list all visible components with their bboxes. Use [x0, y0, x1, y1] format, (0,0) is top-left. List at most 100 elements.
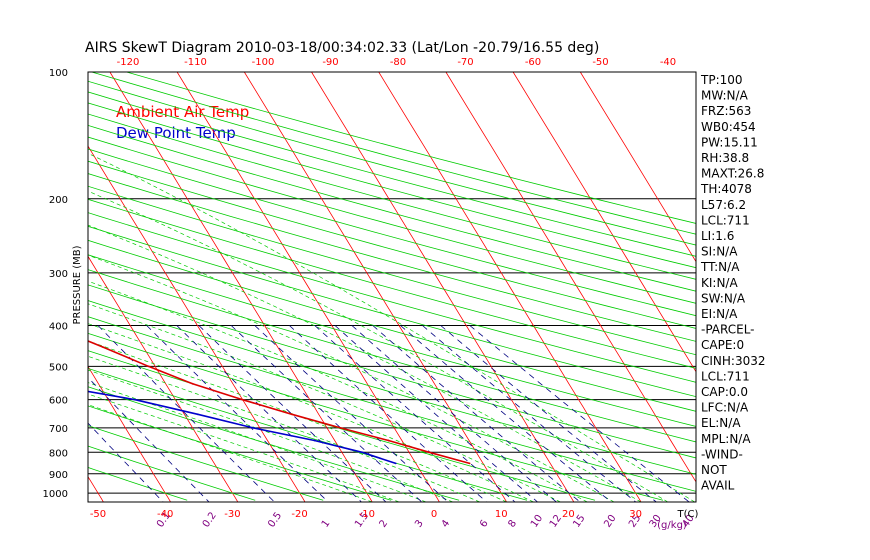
- dry-adiabat-160: [88, 148, 696, 317]
- mixing-ratio-label-2: 0.5: [266, 510, 284, 529]
- stat-23: MPL:N/A: [701, 432, 751, 446]
- dry-adiabat-120: [88, 198, 696, 369]
- isotherm-60: [579, 72, 696, 263]
- mixing-ratio-line-16: [469, 325, 690, 502]
- top-temp-tick--80: -80: [390, 57, 406, 68]
- series-0-point-9: [147, 365, 150, 368]
- moist-adiabat-26: [88, 254, 615, 502]
- mixing-ratio-line-13: [400, 325, 612, 502]
- stat-9: LCL:711: [701, 213, 750, 227]
- dry-adiabat-190: [88, 113, 696, 280]
- mixing-ratio-line-9: [314, 325, 516, 502]
- stat-1: MW:N/A: [701, 89, 749, 103]
- isotherm--30: [88, 255, 239, 502]
- stat-7: TH:4078: [700, 182, 752, 196]
- series-0-point-15: [428, 451, 431, 454]
- dry-adiabat-150: [88, 160, 696, 329]
- mixing-ratio-label-6: 3: [413, 518, 426, 530]
- stat-12: TT:N/A: [700, 260, 740, 274]
- moist-adiabat-10: [88, 340, 507, 502]
- mixing-ratio-line-4: [176, 325, 362, 502]
- temp-unit-label: T(C): [677, 509, 699, 520]
- bottom-temp-tick-10: 10: [495, 509, 508, 520]
- bottom-temp-tick--10: -10: [359, 509, 375, 520]
- pressure-tick-700: 700: [49, 424, 68, 435]
- isotherm--60: [0, 72, 36, 502]
- series-1-point-14: [361, 451, 363, 454]
- dry-adiabat-30: [88, 332, 664, 501]
- isotherm-40: [445, 72, 696, 483]
- mixing-ratio-line-8: [289, 325, 487, 502]
- stat-13: KI:N/A: [701, 276, 738, 290]
- series-1-point-10: [134, 398, 137, 401]
- pressure-tick-500: 500: [49, 362, 68, 373]
- stat-8: L57:6.2: [701, 198, 746, 212]
- dry-adiabat-200: [88, 102, 696, 269]
- series-1-point-9: [44, 383, 46, 385]
- dry-adiabat-220: [88, 80, 696, 246]
- series-1-point-11: [196, 413, 199, 416]
- top-temp-tick--100: -100: [252, 57, 275, 68]
- stat-11: SI:N/A: [701, 245, 738, 259]
- mixing-ratio-label-7: 4: [440, 518, 453, 530]
- mixing-ratio-line-11: [351, 325, 557, 502]
- moist-adiabat--10: [88, 404, 373, 502]
- stat-22: EL:N/A: [701, 416, 741, 430]
- pressure-tick-300: 300: [49, 269, 68, 280]
- top-temp-tick--40: -40: [660, 57, 676, 68]
- top-temp-tick--120: -120: [117, 57, 140, 68]
- mixing-ratio-line-7: [254, 325, 449, 502]
- stat-3: WB0:454: [701, 120, 756, 134]
- mixing-ratio-line-6: [230, 325, 423, 502]
- stat-18: CINH:3032: [701, 354, 766, 368]
- pressure-tick-400: 400: [49, 322, 68, 333]
- stat-20: CAP:0.0: [701, 385, 748, 399]
- top-temp-tick--110: -110: [184, 57, 207, 68]
- pressure-tick-100: 100: [49, 68, 68, 79]
- isotherm-30: [378, 72, 642, 502]
- bottom-temp-tick--20: -20: [291, 509, 307, 520]
- bottom-temp-tick-30: 30: [629, 509, 642, 520]
- dry-adiabat-110: [88, 212, 696, 383]
- top-temp-tick--60: -60: [525, 57, 541, 68]
- pressure-tick-600: 600: [49, 396, 68, 407]
- moist-adiabat-22: [88, 280, 588, 502]
- stat-2: FRZ:563: [701, 104, 751, 118]
- mixing-ratio-label-13: 20: [602, 513, 618, 530]
- dry-adiabat-180: [88, 124, 696, 292]
- mixing-ratio-label-5: 2: [378, 518, 391, 530]
- mixing-ratio-label-10: 10: [529, 513, 545, 530]
- chart-title: AIRS SkewT Diagram 2010-03-18/00:34:02.3…: [85, 40, 599, 56]
- moist-adiabat-38: [88, 152, 695, 502]
- stat-17: CAPE:0: [701, 338, 744, 352]
- series-0-point-8: [102, 346, 104, 348]
- pressure-tick-900: 900: [49, 470, 68, 481]
- isotherm-10: [243, 72, 507, 502]
- series-0-point-11: [241, 398, 244, 401]
- moist-adiabat-30: [88, 224, 642, 502]
- dry-adiabat--20: [88, 425, 324, 501]
- series-0-point-13: [339, 427, 342, 429]
- stat-6: MAXT:26.8: [701, 167, 764, 181]
- bottom-temp-tick--30: -30: [224, 509, 240, 520]
- stat-5: RH:38.8: [701, 151, 749, 165]
- mixing-ratio-line-0: [88, 422, 164, 502]
- moist-adiabat-34: [88, 190, 669, 502]
- plot-frame: [87, 71, 697, 503]
- dry-adiabat-20: [88, 350, 596, 501]
- stat-15: EI:N/A: [701, 307, 738, 321]
- series-0-point-10: [191, 382, 194, 385]
- isotherm-50: [512, 72, 696, 373]
- dry-adiabat-50: [88, 300, 696, 475]
- dry-adiabat-130: [88, 185, 696, 356]
- top-temp-tick--90: -90: [322, 57, 338, 68]
- dry-adiabat-40: [88, 316, 696, 492]
- dry-adiabat-170: [88, 136, 696, 304]
- bottom-temp-tick--50: -50: [90, 509, 106, 520]
- series-line-1: [88, 390, 396, 465]
- mixing-ratio-line-2: [97, 325, 275, 502]
- bottom-temp-tick-0: 0: [431, 509, 437, 520]
- legend-ambient-air-temp: Ambient Air Temp: [116, 103, 249, 121]
- mixing-ratio-line-12: [372, 325, 581, 502]
